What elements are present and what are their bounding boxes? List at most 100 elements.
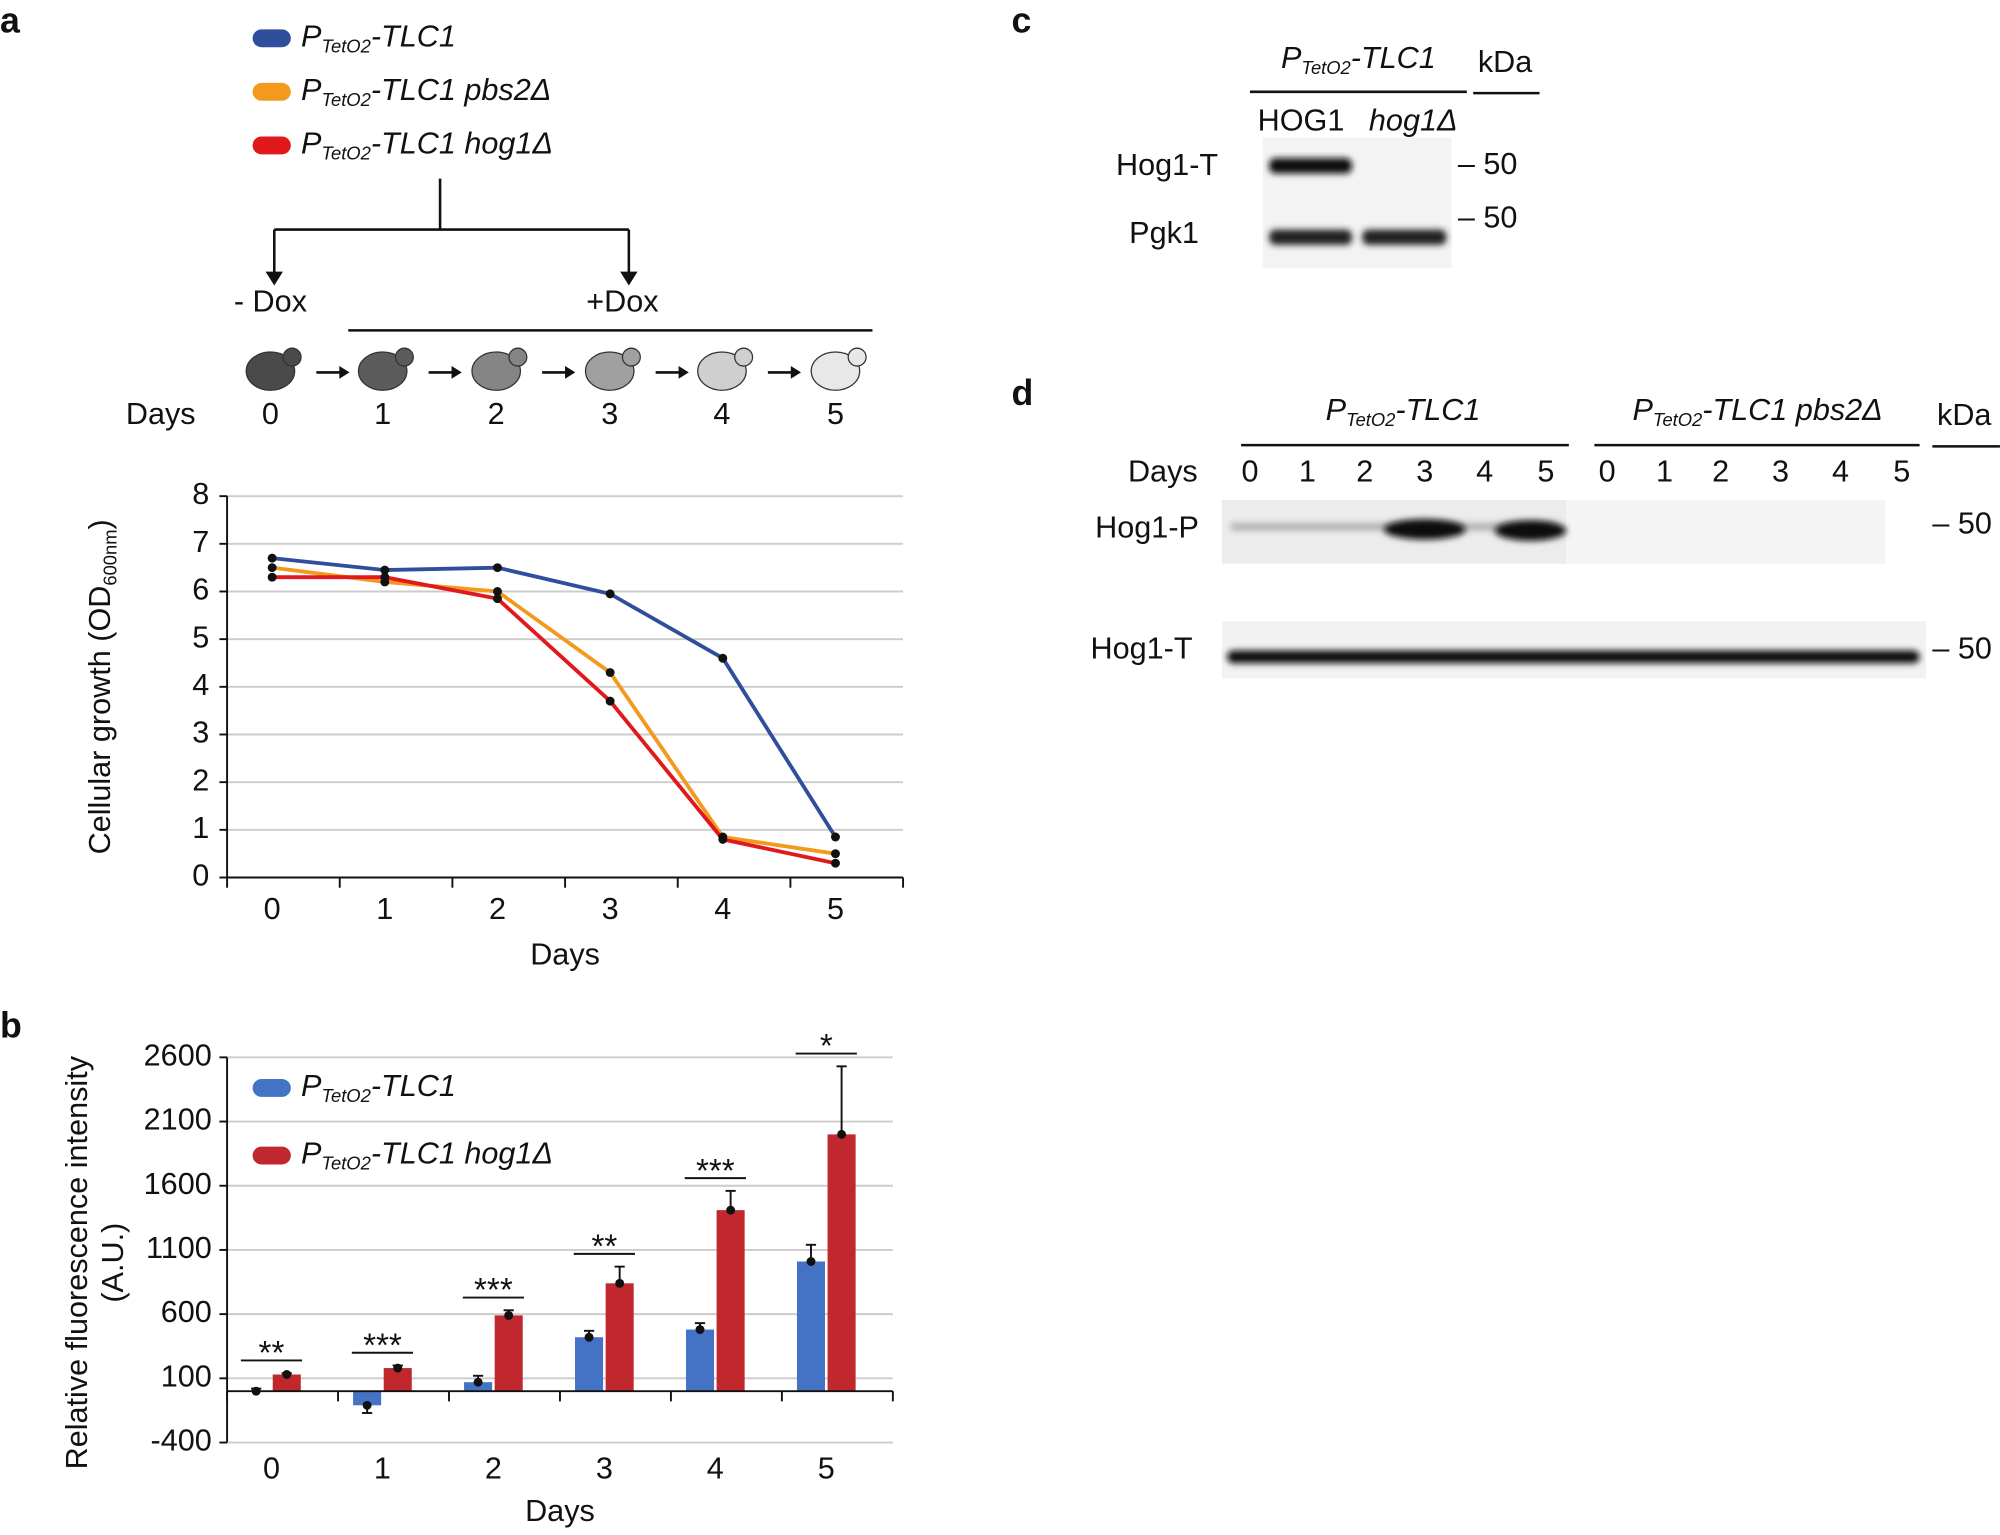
x-tick-label: 2: [485, 1452, 502, 1486]
legend-swatch: [252, 1079, 291, 1097]
cell: [357, 351, 408, 391]
marker-label: – 50: [1458, 200, 1518, 234]
point: [831, 849, 840, 859]
lane-label: 2: [1356, 454, 1373, 488]
lane-label: 0: [1241, 454, 1258, 488]
label-main: P: [301, 1069, 322, 1103]
point: [362, 1400, 372, 1410]
significance-label: ***: [363, 1327, 402, 1364]
label-main: P: [301, 1137, 322, 1171]
cell: [245, 351, 296, 391]
cell-bud: [847, 347, 867, 367]
bar: [685, 1329, 715, 1392]
label-subscript: TetO2: [321, 35, 370, 56]
lane-label: 4: [1476, 454, 1493, 488]
bar: [464, 1382, 493, 1392]
label-main: P: [301, 73, 322, 107]
x-tick-label: 1: [376, 892, 393, 926]
lane-label: 5: [1893, 454, 1910, 488]
label-rest: -TLC1: [371, 1069, 456, 1103]
bar: [494, 1315, 523, 1392]
legend-label: PTetO2-TLC1 hog1Δ: [301, 126, 553, 163]
significance-label: ***: [696, 1153, 735, 1190]
y-tick-label: 1600: [144, 1167, 212, 1201]
point: [584, 1332, 594, 1342]
cell-icons: [245, 347, 867, 391]
row-label: Pgk1: [1129, 216, 1199, 250]
label-main: P: [1281, 41, 1302, 75]
arrow-head: [790, 366, 802, 379]
blot-title: PTetO2-TLC1: [1281, 41, 1436, 78]
y-tick-label: 3: [192, 716, 209, 750]
y-tick-label: 2100: [144, 1103, 212, 1137]
y-axis-label: Cellular growth (OD600nm): [83, 519, 120, 854]
point: [267, 553, 277, 563]
y-tick-label: 2: [192, 763, 209, 797]
lane-label: 3: [1772, 454, 1789, 488]
condition-label: - Dox: [234, 285, 307, 319]
day-label: 5: [827, 397, 844, 431]
cell: [697, 351, 747, 391]
lane-label: 0: [1599, 454, 1616, 488]
label-subscript: TetO2: [321, 89, 370, 110]
lane-label: HOG1: [1258, 104, 1345, 138]
cell: [471, 351, 522, 391]
point: [718, 653, 728, 663]
line-series: [271, 565, 836, 856]
blot-d: [1221, 443, 2000, 679]
point: [493, 587, 502, 596]
arrow-head: [451, 366, 462, 379]
label-subscript: 600nm: [99, 529, 120, 585]
cell-bud: [734, 347, 754, 367]
panel-label: b: [0, 1005, 22, 1045]
point: [473, 1377, 483, 1387]
point: [493, 563, 502, 573]
y-tick-label: -400: [151, 1424, 212, 1458]
label-subscript: TetO2: [321, 142, 370, 163]
x-axis-label: Days: [530, 938, 600, 972]
lane-label: 1: [1299, 454, 1316, 488]
cell: [810, 351, 861, 391]
legend-swatch: [252, 1146, 291, 1165]
point: [806, 1257, 816, 1266]
y-tick-label: 4: [192, 668, 209, 702]
label-main: P: [301, 126, 322, 160]
significance-label: *: [820, 1028, 833, 1065]
bar: [575, 1337, 604, 1392]
point: [605, 668, 615, 677]
legend-label: PTetO2-TLC1 pbs2Δ: [301, 73, 551, 110]
marker-label: – 50: [1458, 147, 1518, 181]
day-label: 3: [601, 397, 618, 431]
kda-label: kDa: [1478, 45, 1533, 79]
point: [605, 696, 615, 706]
arrow-head: [339, 366, 350, 379]
lane-label: 1: [1656, 454, 1673, 488]
label-subscript: TetO2: [1653, 409, 1702, 430]
y-tick-label: 1: [192, 811, 209, 845]
point: [504, 1310, 514, 1320]
x-tick-label: 0: [264, 892, 281, 926]
legend-swatch: [252, 82, 291, 101]
point: [615, 1278, 625, 1288]
label-main: P: [301, 19, 322, 53]
legend-label: PTetO2-TLC1: [301, 19, 456, 56]
label-main: P: [1326, 393, 1347, 427]
legend-label: PTetO2-TLC1 hog1Δ: [301, 1137, 553, 1174]
label-main: Cellular growth (OD: [83, 586, 117, 855]
row-label: Hog1-T: [1091, 632, 1193, 666]
group-title: PTetO2-TLC1 pbs2Δ: [1632, 393, 1882, 430]
label-subscript: TetO2: [1346, 409, 1395, 430]
point: [267, 563, 277, 573]
days-label: Days: [1128, 454, 1198, 488]
condition-label: +Dox: [586, 285, 658, 319]
y-tick-label: 7: [192, 525, 209, 559]
bar: [353, 1391, 382, 1406]
label-subscript: TetO2: [1301, 57, 1350, 78]
y-tick-label: 100: [161, 1359, 212, 1393]
label-main: P: [1632, 393, 1653, 427]
x-tick-label: 2: [489, 892, 506, 926]
day-label: 1: [374, 397, 391, 431]
label-rest: -TLC1: [1395, 393, 1480, 427]
point: [380, 565, 390, 575]
